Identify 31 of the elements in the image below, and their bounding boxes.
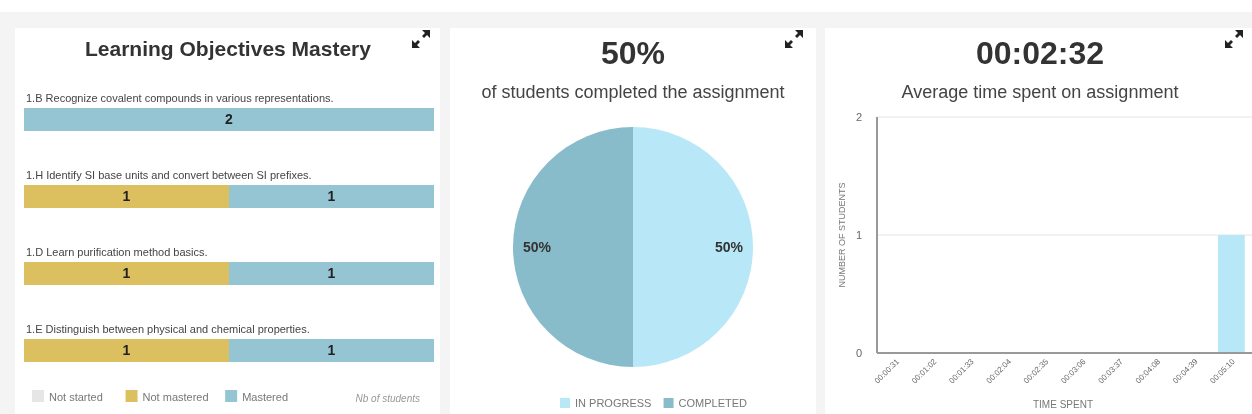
y-tick-label: 1.B Recognize covalent compounds in various representations. — [26, 92, 334, 104]
data-label: 50% — [714, 239, 744, 255]
data-label: 1 — [327, 188, 336, 204]
chart-subtitle: Average time spent on assignment — [901, 82, 1179, 102]
chart-subtitle: of students completed the assignment — [481, 82, 785, 102]
y-tick-label: 1 — [855, 229, 862, 241]
y-tick-label: 2 — [855, 111, 862, 123]
y-tick-label: 1.E Distinguish between physical and chemical properties. — [26, 323, 310, 335]
legend-label: Not started — [49, 391, 103, 403]
y-tick-label: 0 — [855, 347, 862, 359]
data-label: 1 — [327, 342, 336, 358]
y-axis-title: NUMBER OF STUDENTS — [837, 182, 847, 288]
pie-slice — [513, 127, 633, 367]
data-label: 50% — [522, 239, 552, 255]
x-axis-title: TIME SPENT — [1032, 399, 1094, 410]
legend-label: IN PROGRESS — [575, 397, 652, 409]
legend-label: COMPLETED — [678, 397, 748, 409]
data-label: 1 — [122, 265, 131, 281]
y-tick-label: 1.D Learn purification method basics. — [26, 246, 208, 258]
data-label: 2 — [225, 111, 234, 127]
pie-slice — [633, 127, 753, 367]
chart-title: Learning Objectives Mastery — [85, 37, 372, 60]
data-label: 1 — [327, 265, 336, 281]
data-label: 1 — [122, 342, 131, 358]
text: Nb of students — [355, 393, 420, 404]
chart-title: 50% — [600, 35, 666, 71]
chart-title: 00:02:32 — [975, 35, 1105, 71]
y-tick-label: 1.H Identify SI base units and convert between SI prefixes. — [26, 169, 312, 181]
legend-label: Not mastered — [142, 391, 209, 403]
legend-label: Mastered — [242, 391, 289, 403]
data-label: 1 — [122, 188, 131, 204]
